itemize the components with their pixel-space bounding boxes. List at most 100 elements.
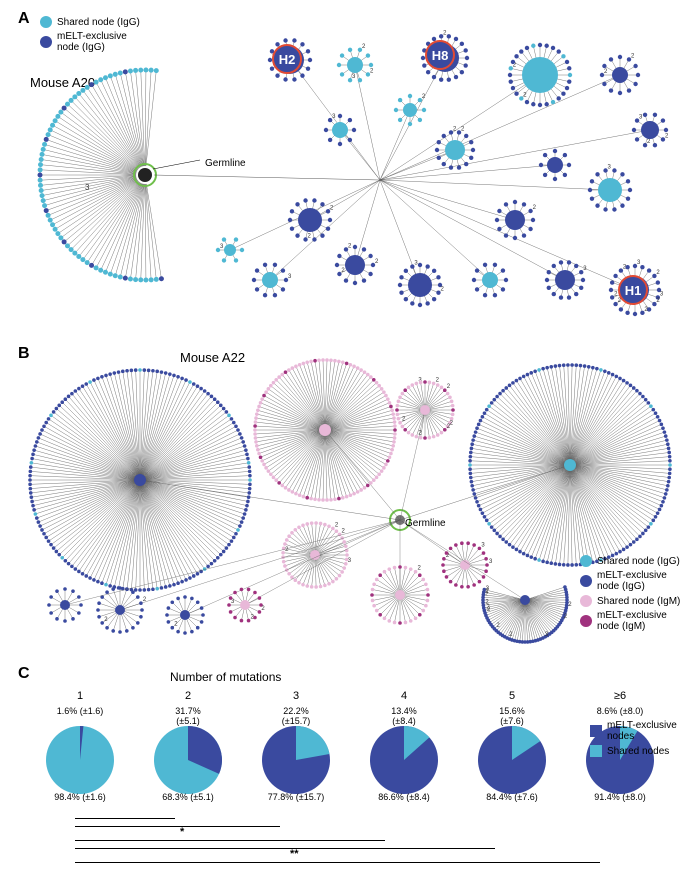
svg-text:2: 2 — [348, 243, 352, 249]
svg-text:3: 3 — [639, 115, 643, 121]
pie-minor-label: 13.4% (±8.4) — [379, 706, 429, 726]
svg-text:3: 3 — [481, 542, 485, 548]
legend-item: mELT-exclusive node (IgM) — [580, 610, 680, 632]
svg-text:2: 2 — [418, 566, 422, 572]
panel-a-network: 2232222222233222232232222333222223233 — [10, 20, 690, 330]
svg-text:3: 3 — [486, 586, 490, 592]
sig-star-single: * — [180, 826, 184, 838]
svg-text:2: 2 — [342, 528, 346, 534]
legend-item: Shared nodes — [590, 745, 677, 757]
svg-text:2: 2 — [308, 233, 312, 239]
svg-text:2: 2 — [450, 420, 454, 426]
legend-text: Shared nodes — [607, 746, 669, 757]
svg-text:2: 2 — [461, 126, 465, 132]
svg-text:3: 3 — [220, 244, 224, 250]
pie-major-label: 98.4% (±1.6) — [54, 792, 105, 802]
svg-text:2: 2 — [509, 632, 513, 638]
pie-major-label: 86.6% (±8.4) — [378, 792, 429, 802]
svg-text:3: 3 — [489, 559, 493, 565]
svg-text:2: 2 — [436, 377, 440, 383]
pie-chart — [472, 720, 552, 800]
svg-text:3: 3 — [332, 114, 336, 120]
svg-text:2: 2 — [402, 417, 406, 423]
svg-text:2: 2 — [568, 602, 572, 608]
legend-item: mELT-exclusive node (IgG) — [580, 570, 680, 592]
svg-text:3: 3 — [608, 165, 612, 171]
svg-text:3: 3 — [352, 74, 356, 80]
svg-text:3: 3 — [637, 260, 641, 266]
germline-label-b: Germline — [405, 518, 446, 529]
legend-text: Shared node (IgM) — [597, 596, 680, 607]
pie-n-label: 3 — [246, 690, 346, 702]
svg-text:2: 2 — [447, 384, 451, 390]
pie-row: 1 1.6% (±1.6) 98.4% (±1.6) 2 31.7% (±5.1) 68.… — [30, 690, 670, 800]
panel-c-legend: mELT-exclusive nodes Shared nodes — [590, 720, 677, 760]
svg-text:2: 2 — [665, 133, 669, 139]
svg-text:2: 2 — [335, 522, 339, 528]
pie-major-label: 68.3% (±5.1) — [162, 792, 213, 802]
svg-text:2: 2 — [604, 69, 608, 75]
sig-line — [75, 818, 175, 819]
sig-line — [75, 840, 385, 841]
hub-h2: H2 — [272, 44, 302, 74]
pie-minor-label: 1.6% (±1.6) — [57, 706, 103, 716]
pie-cell: 1 1.6% (±1.6) 98.4% (±1.6) — [30, 690, 130, 800]
legend-text: mELT-exclusive node (IgG) — [597, 570, 667, 592]
pie-minor-label: 15.6% (±7.6) — [487, 706, 537, 726]
svg-text:2: 2 — [533, 205, 537, 211]
sig-line — [75, 826, 280, 827]
svg-text:2: 2 — [285, 547, 289, 553]
svg-text:3: 3 — [660, 291, 664, 297]
svg-text:2: 2 — [174, 622, 178, 628]
svg-text:2: 2 — [523, 92, 527, 98]
svg-text:2: 2 — [443, 30, 447, 36]
svg-text:2: 2 — [375, 259, 379, 265]
pie-minor-label: 22.2% (±15.7) — [282, 706, 310, 726]
pie-chart — [40, 720, 120, 800]
pie-cell: 515.6% (±7.6)84.4% (±7.6) — [462, 690, 562, 800]
pie-chart — [256, 720, 336, 800]
pie-minor-label: 8.6% (±8.0) — [597, 706, 643, 716]
svg-text:2: 2 — [440, 287, 444, 293]
sig-line — [75, 862, 600, 863]
hub-h1: H1 — [618, 275, 648, 305]
pie-cell: 2 31.7% (±5.1) 68.3% (±5.1) — [138, 690, 238, 800]
pie-n-label: 5 — [462, 690, 562, 702]
legend-dot-icon — [590, 725, 602, 737]
legend-item: Shared node (IgM) — [580, 595, 680, 607]
germline-label-a: Germline — [205, 158, 246, 169]
pie-n-label: 1 — [30, 690, 130, 702]
pie-minor-label: 31.7% (±5.1) — [175, 706, 201, 726]
hub-h8: H8 — [425, 40, 455, 70]
svg-text:2: 2 — [104, 617, 108, 623]
svg-text:3: 3 — [348, 558, 352, 564]
panel-c-title: Number of mutations — [170, 670, 281, 684]
pie-chart — [148, 720, 228, 800]
legend-item: mELT-exclusive nodes — [590, 720, 677, 742]
legend-text: Shared node (IgG) — [597, 556, 680, 567]
pie-n-label: 2 — [138, 690, 238, 702]
svg-text:2: 2 — [453, 126, 457, 132]
svg-text:2: 2 — [564, 614, 568, 620]
pie-cell: 322.2% (±15.7)77.8% (±15.7) — [246, 690, 346, 800]
svg-text:2: 2 — [362, 44, 366, 50]
sig-star-double: ** — [290, 848, 299, 860]
svg-text:2: 2 — [261, 606, 265, 612]
legend-text: mELT-exclusive nodes — [607, 720, 677, 742]
svg-text:2: 2 — [631, 53, 635, 59]
legend-dot-icon — [580, 575, 592, 587]
legend-text: mELT-exclusive node (IgM) — [597, 610, 667, 632]
pie-n-label: ≥6 — [570, 690, 670, 702]
panel-b-legend: Shared node (IgG) mELT-exclusive node (I… — [580, 555, 680, 635]
svg-text:2: 2 — [330, 205, 334, 211]
svg-text:2: 2 — [656, 270, 660, 276]
sig-line — [75, 848, 495, 849]
svg-text:3: 3 — [288, 274, 292, 280]
svg-text:2: 2 — [647, 139, 651, 145]
legend-item: Shared node (IgG) — [580, 555, 680, 567]
svg-text:3: 3 — [414, 261, 418, 267]
legend-dot-icon — [580, 615, 592, 627]
pie-n-label: 4 — [354, 690, 454, 702]
pie-chart — [364, 720, 444, 800]
pie-cell: 4 13.4% (±8.4) 86.6% (±8.4) — [354, 690, 454, 800]
